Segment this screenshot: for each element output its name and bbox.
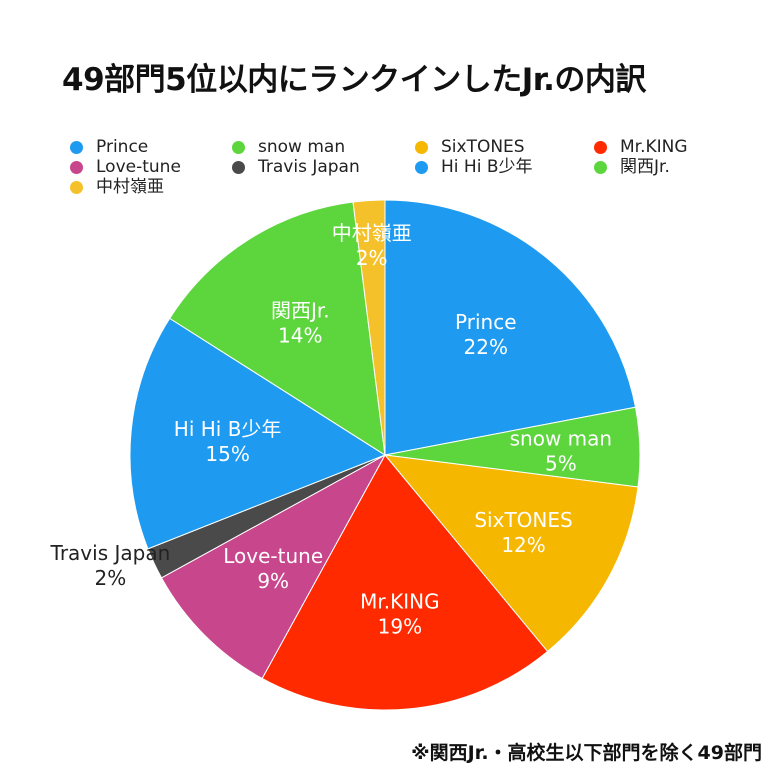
chart-title: 49部門5位以内にランクインしたJr.の内訳 (62, 62, 646, 98)
legend-label: snow man (258, 137, 346, 157)
legend-swatch (70, 181, 83, 194)
legend-swatch (232, 141, 245, 154)
legend-label: 中村嶺亜 (96, 177, 164, 197)
slice-label: Hi Hi B少年 (174, 417, 282, 441)
slice-percent: 12% (501, 533, 545, 557)
pie-slice (261, 454, 549, 711)
slice-percent: 2% (356, 246, 388, 270)
legend-label: Travis Japan (258, 157, 360, 177)
pie-slice (160, 453, 387, 680)
legend-label: Mr.KING (620, 137, 688, 157)
slice-label: Love-tune (223, 544, 323, 568)
slice-percent: 22% (464, 335, 508, 359)
legend-swatch (594, 141, 607, 154)
legend-swatch (415, 141, 428, 154)
legend-swatch (594, 161, 607, 174)
legend-label: Love-tune (96, 157, 181, 177)
slice-percent: 5% (545, 451, 577, 475)
pie-slice (383, 454, 639, 653)
legend-label: Prince (96, 137, 149, 157)
pie-slice (352, 199, 386, 456)
pie-slice (169, 201, 386, 456)
slice-label: Prince (455, 310, 516, 334)
slice-percent: 19% (378, 614, 422, 638)
legend-swatch (232, 161, 245, 174)
legend-label: 関西Jr. (620, 157, 670, 177)
slice-label: SixTONES (474, 508, 572, 532)
legend-swatch (415, 161, 428, 174)
slice-percent: 14% (278, 324, 322, 348)
slice-label: snow man (510, 426, 612, 450)
pie-slice (384, 199, 637, 456)
slice-percent: 15% (205, 442, 249, 466)
legend-swatch (70, 141, 83, 154)
slice-label: Mr.KING (360, 589, 439, 613)
legend-swatch (70, 161, 83, 174)
slice-percent: 9% (257, 569, 289, 593)
pie-slice (129, 317, 387, 550)
slice-label: Travis Japan (50, 541, 171, 565)
chart-footnote: ※関西Jr.・高校生以下部門を除く49部門 (411, 742, 762, 764)
slice-percent: 2% (95, 566, 127, 590)
legend-label: Hi Hi B少年 (441, 157, 533, 177)
slice-label: 関西Jr. (271, 299, 330, 323)
slice-label: 中村嶺亜 (332, 221, 412, 245)
legend-label: SixTONES (441, 137, 525, 157)
